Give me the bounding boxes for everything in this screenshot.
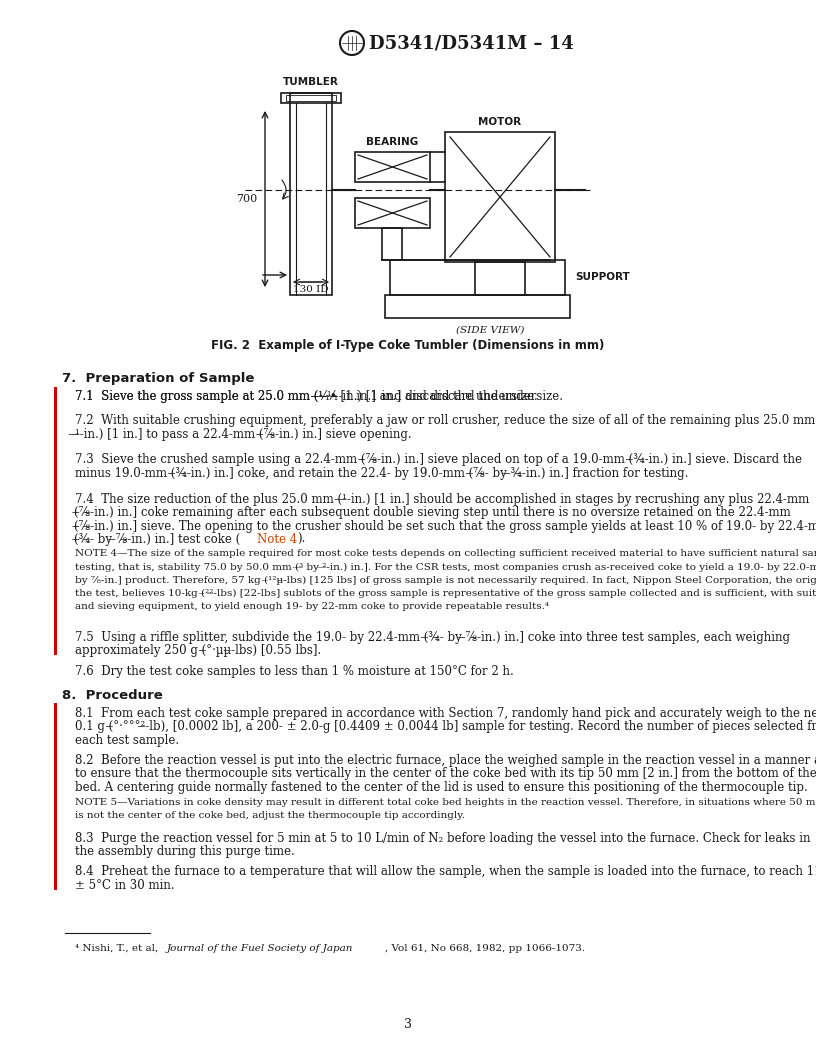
Text: 7.  Preparation of Sample: 7. Preparation of Sample	[62, 372, 255, 385]
Text: 8.3  Purge the reaction vessel for 5 min at 5 to 10 L/min of N₂ before loading t: 8.3 Purge the reaction vessel for 5 min …	[75, 832, 810, 845]
Text: by ⅞-in.] product. Therefore, 57 kg (̶¹²µ̶-lbs) [125 lbs] of gross sample is not: by ⅞-in.] product. Therefore, 57 kg (̶¹²…	[75, 576, 816, 585]
Text: ⁴ Nishi, T., et al,: ⁴ Nishi, T., et al,	[75, 944, 162, 953]
Text: approximately 250 g (̶°·µµ̶-lbs) [0.55 lbs].: approximately 250 g (̶°·µµ̶-lbs) [0.55 l…	[75, 644, 322, 658]
Text: NOTE 5—Variations in coke density may result in different total coke bed heights: NOTE 5—Variations in coke density may re…	[75, 798, 816, 808]
Text: 7.2  With suitable crushing equipment, preferably a jaw or roll crusher, reduce : 7.2 With suitable crushing equipment, pr…	[75, 414, 816, 428]
Text: the test, believes 10-kg (̶²²̶-lbs) [22-lbs] sublots of the gross sample is repr: the test, believes 10-kg (̶²²̶-lbs) [22-…	[75, 588, 816, 598]
Bar	[54, 386, 57, 655]
Text: 7.1  Sieve the gross sample at 25.0 mm (̶¹̶⁄̶₁̶̶̶̶̶•̶ [1 in.] and discard the un: 7.1 Sieve the gross sample at 25.0 mm (̶…	[75, 390, 538, 403]
Text: each test sample.: each test sample.	[75, 734, 180, 747]
Text: Journal of the Fuel Society of Japan: Journal of the Fuel Society of Japan	[167, 944, 353, 953]
Text: NOTE 4—The size of the sample required for most coke tests depends on collecting: NOTE 4—The size of the sample required f…	[75, 549, 816, 559]
Text: 7.4  The size reduction of the plus 25.0 mm (̶¹̶-in.) [1 in.] should be accompli: 7.4 The size reduction of the plus 25.0 …	[75, 492, 809, 506]
Text: ).: ).	[297, 533, 305, 546]
Text: and sieving equipment, to yield enough 19- by 22-mm coke to provide repeatable r: and sieving equipment, to yield enough 1…	[75, 602, 549, 610]
Text: testing, that is, stability 75.0 by 50.0 mm (̶³̶ by ̶²̶-in.) in.]. For the CSR t: testing, that is, stability 75.0 by 50.0…	[75, 563, 816, 572]
Bar	[290, 93, 332, 295]
Text: FIG. 2  Example of I-Type Coke Tumbler (Dimensions in mm): FIG. 2 Example of I-Type Coke Tumbler (D…	[211, 339, 605, 352]
Text: BEARING: BEARING	[366, 137, 419, 147]
Text: (̶¾̶- by ̶⅞̶-in.) in.] test coke (: (̶¾̶- by ̶⅞̶-in.) in.] test coke (	[75, 533, 242, 546]
Bar	[286, 95, 336, 101]
Text: (SIDE VIEW): (SIDE VIEW)	[456, 325, 524, 335]
Text: 8.  Procedure: 8. Procedure	[62, 689, 162, 702]
Text: to ensure that the thermocouple sits vertically in the center of the coke bed wi: to ensure that the thermocouple sits ver…	[75, 768, 816, 780]
Text: is not the center of the coke bed, adjust the thermocouple tip accordingly.: is not the center of the coke bed, adjus…	[75, 811, 465, 821]
Text: SUPPORT: SUPPORT	[575, 272, 630, 282]
Text: minus 19.0-mm (̶¾̶-in.) in.] coke, and retain the 22.4- by 19.0-mm (̶⅞̶- by ̶¾̶-: minus 19.0-mm (̶¾̶-in.) in.] coke, and r…	[75, 467, 689, 479]
Text: 700: 700	[236, 194, 257, 204]
Bar	[390, 260, 565, 295]
Bar	[382, 228, 402, 260]
Bar	[355, 199, 430, 228]
Text: 130 ID: 130 ID	[293, 285, 329, 294]
Text: (̶⅞̶-in.) in.] coke remaining after each subsequent double sieving step until th: (̶⅞̶-in.) in.] coke remaining after each…	[75, 506, 792, 520]
Bar	[54, 703, 57, 890]
Text: MOTOR: MOTOR	[478, 117, 521, 127]
Text: bed. A centering guide normally fastened to the center of the lid is used to ens: bed. A centering guide normally fastened…	[75, 780, 808, 794]
Bar	[355, 152, 430, 182]
Text: 7.3  Sieve the crushed sample using a 22.4-mm (̶⅞̶-in.) in.] sieve placed on top: 7.3 Sieve the crushed sample using a 22.…	[75, 453, 802, 467]
Text: ± 5°C in 30 min.: ± 5°C in 30 min.	[75, 879, 175, 892]
Text: 8.4  Preheat the furnace to a temperature that will allow the sample, when the s: 8.4 Preheat the furnace to a temperature…	[75, 866, 816, 879]
Text: , Vol 61, No 668, 1982, pp 1066-1073.: , Vol 61, No 668, 1982, pp 1066-1073.	[385, 944, 585, 953]
Text: D5341/D5341M – 14: D5341/D5341M – 14	[369, 34, 574, 52]
Text: 0.1 g (̶°·°°°²̶-lb), [0.0002 lb], a 200- ± 2.0-g [0.4409 ± 0.0044 lb] sample for: 0.1 g (̶°·°°°²̶-lb), [0.0002 lb], a 200-…	[75, 720, 816, 733]
Bar	[281, 93, 341, 103]
Bar	[385, 295, 570, 318]
Bar	[445, 132, 555, 262]
Text: 7.1  Sieve the gross sample at 25.0 mm (̶¹ ̶¹⁄₁̶-in.) [1 in.] and discard the un: 7.1 Sieve the gross sample at 25.0 mm (̶…	[75, 390, 563, 403]
Bar	[475, 262, 525, 295]
Text: 7.5  Using a riffle splitter, subdivide the 19.0- by 22.4-mm (̶¾̶- by ̶⅞̶-in.) i: 7.5 Using a riffle splitter, subdivide t…	[75, 631, 790, 644]
Text: TUMBLER: TUMBLER	[283, 77, 339, 87]
Text: 3: 3	[404, 1018, 412, 1032]
Text: the assembly during this purge time.: the assembly during this purge time.	[75, 845, 295, 859]
Text: ̶¹̶-in.) [1 in.] to pass a 22.4-mm (̶⅞̶-in.) in.] sieve opening.: ̶¹̶-in.) [1 in.] to pass a 22.4-mm (̶⅞̶-…	[75, 428, 411, 440]
Text: 8.1  From each test coke sample prepared in accordance with Section 7, randomly : 8.1 From each test coke sample prepared …	[75, 706, 816, 719]
Text: 7.6  Dry the test coke samples to less than 1 % moisture at 150°C for 2 h.: 7.6 Dry the test coke samples to less th…	[75, 664, 514, 678]
Text: (̶⅞̶-in.) in.] sieve. The opening to the crusher should be set such that the gro: (̶⅞̶-in.) in.] sieve. The opening to the…	[75, 520, 816, 532]
Text: Note 4: Note 4	[257, 533, 297, 546]
Text: 8.2  Before the reaction vessel is put into the electric furnace, place the weig: 8.2 Before the reaction vessel is put in…	[75, 754, 816, 767]
